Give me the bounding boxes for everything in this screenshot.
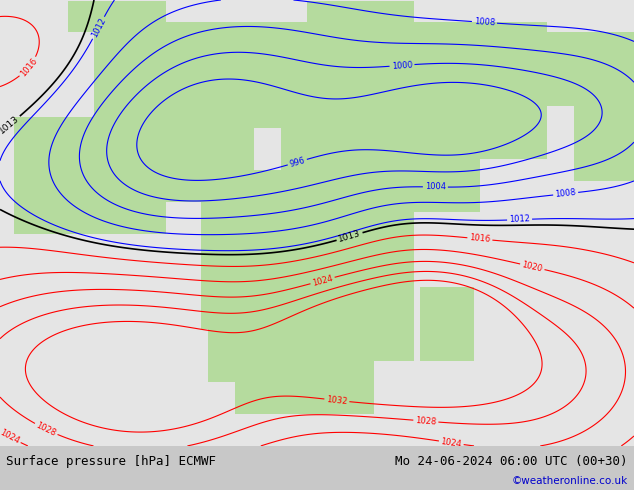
Text: 1000: 1000 — [391, 60, 413, 71]
Text: 1004: 1004 — [425, 182, 446, 192]
Text: 1013: 1013 — [0, 114, 22, 136]
Text: 1008: 1008 — [474, 17, 495, 27]
Text: 996: 996 — [288, 156, 306, 169]
Text: 1028: 1028 — [35, 420, 58, 438]
Text: 1024: 1024 — [311, 273, 334, 288]
Text: 1016: 1016 — [469, 233, 491, 245]
Text: 1024: 1024 — [0, 428, 21, 446]
Text: 1020: 1020 — [521, 260, 543, 273]
Text: 1008: 1008 — [555, 188, 577, 199]
Text: 1028: 1028 — [415, 416, 437, 426]
Text: Surface pressure [hPa] ECMWF: Surface pressure [hPa] ECMWF — [6, 455, 216, 468]
Text: ©weatheronline.co.uk: ©weatheronline.co.uk — [512, 476, 628, 486]
Text: 1032: 1032 — [326, 395, 348, 406]
Text: 1012: 1012 — [509, 215, 530, 224]
Text: 1024: 1024 — [440, 437, 462, 449]
Text: 1013: 1013 — [337, 229, 362, 244]
Text: 1012: 1012 — [89, 16, 107, 39]
Text: 1016: 1016 — [18, 56, 39, 78]
Text: Mo 24-06-2024 06:00 UTC (00+30): Mo 24-06-2024 06:00 UTC (00+30) — [395, 455, 628, 468]
